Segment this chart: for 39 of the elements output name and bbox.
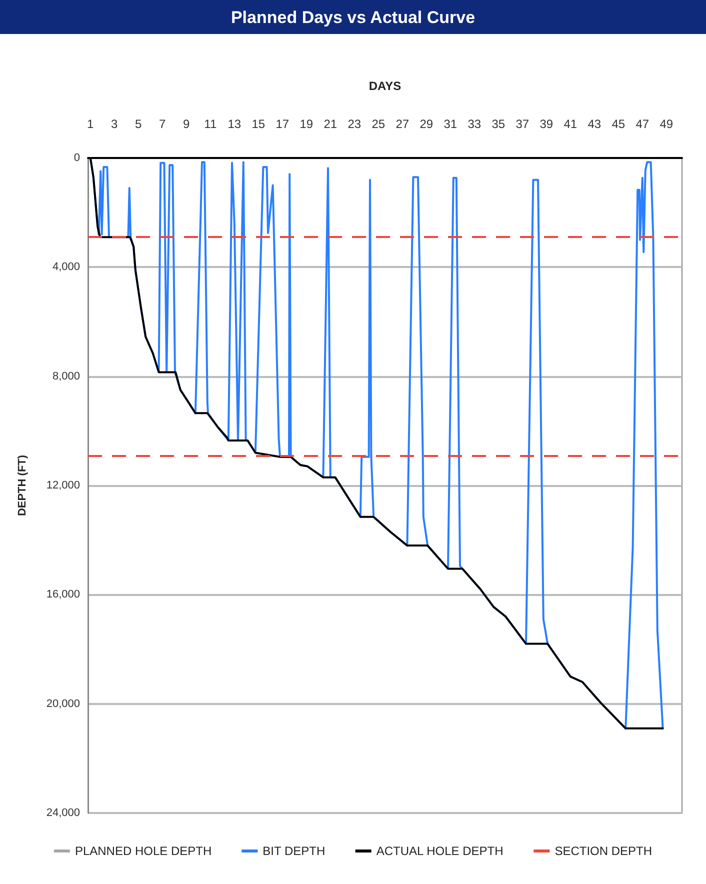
x-tick-label: 41 xyxy=(564,117,578,131)
x-tick-label: 17 xyxy=(276,117,290,131)
x-axis-title: DAYS xyxy=(368,79,402,93)
x-tick-label: 37 xyxy=(516,117,530,131)
x-tick-label: 47 xyxy=(636,117,650,131)
y-tick-label: 16,000 xyxy=(46,588,80,601)
x-tick-label: 29 xyxy=(420,117,434,131)
x-tick-label: 11 xyxy=(204,117,217,131)
x-tick-label: 13 xyxy=(228,117,242,131)
legend-label: BIT DEPTH xyxy=(262,844,326,858)
x-tick-label: 45 xyxy=(612,117,626,131)
x-tick-label: 25 xyxy=(372,117,386,131)
x-tick-label: 35 xyxy=(492,117,506,131)
x-tick-label: 49 xyxy=(660,117,674,131)
legend-label: ACTUAL HOLE DEPTH xyxy=(376,844,504,858)
y-tick-label: 0 xyxy=(74,152,80,164)
x-tick-label: 39 xyxy=(540,117,554,131)
x-tick-label: 1 xyxy=(87,117,94,131)
x-tick-label: 3 xyxy=(111,117,118,131)
x-tick-label: 9 xyxy=(183,117,190,131)
x-tick-label: 15 xyxy=(252,117,266,131)
y-tick-label: 12,000 xyxy=(46,480,80,492)
x-tick-label: 7 xyxy=(159,117,166,131)
x-tick-label: 21 xyxy=(324,117,338,131)
y-tick-label: 24,000 xyxy=(46,807,80,819)
legend-label: SECTION DEPTH xyxy=(554,844,652,858)
y-axis-title: DEPTH (FT) xyxy=(16,454,28,516)
x-tick-label: 19 xyxy=(300,117,314,131)
x-tick-label: 27 xyxy=(396,117,410,131)
x-tick-label: 31 xyxy=(444,117,458,131)
x-tick-label: 43 xyxy=(588,117,602,131)
y-tick-label: 4,000 xyxy=(52,261,80,274)
x-tick-label: 23 xyxy=(348,117,362,131)
x-tick-label: 5 xyxy=(135,117,142,131)
x-tick-label: 33 xyxy=(468,117,482,131)
chart-title: Planned Days vs Actual Curve xyxy=(230,8,476,27)
y-tick-label: 8,000 xyxy=(52,370,80,382)
legend-label: PLANNED HOLE DEPTH xyxy=(74,844,212,858)
y-tick-label: 20,000 xyxy=(46,698,80,710)
